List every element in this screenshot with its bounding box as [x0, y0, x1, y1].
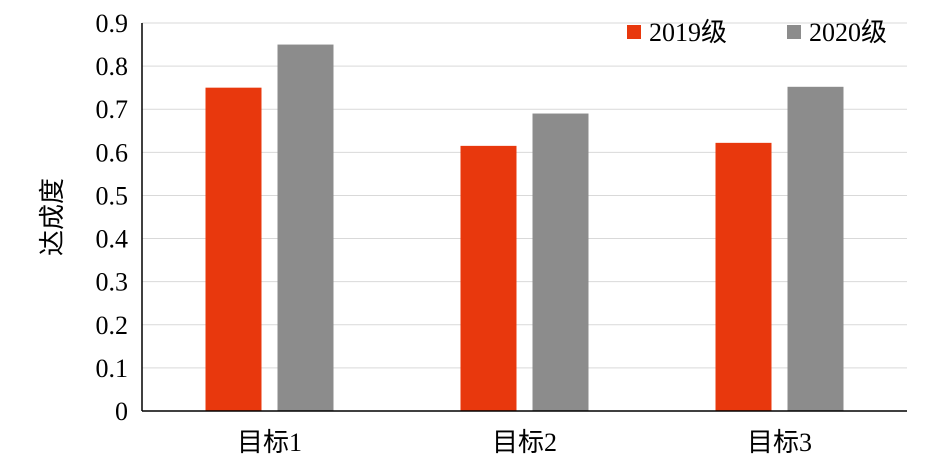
legend-swatch-1 [627, 25, 641, 39]
legend-label-1: 2019级 [649, 18, 727, 47]
axes [141, 23, 907, 412]
y-tick-label: 0.6 [96, 138, 129, 167]
x-category-label: 目标1 [237, 428, 302, 457]
x-category-label: 目标3 [747, 428, 812, 457]
legend: 2019级 2020级 [627, 18, 887, 47]
x-category-label: 目标2 [492, 428, 557, 457]
y-tick-label: 0.3 [96, 268, 129, 297]
y-tick-label: 0.4 [96, 225, 129, 254]
bar-2-1 [277, 44, 334, 412]
bar-2-2 [532, 113, 589, 412]
legend-label-2: 2020级 [809, 18, 887, 47]
y-tick-label: 0.1 [96, 354, 129, 383]
bar-1-1 [205, 87, 262, 412]
y-tick-label: 0.5 [96, 181, 129, 210]
y-tick-label: 0.9 [96, 9, 129, 38]
bar-1-3 [715, 142, 772, 412]
y-axis-title: 达成度 [38, 178, 67, 256]
y-tick-labels: 0 0.1 0.2 0.3 0.4 0.5 0.6 0.7 0.8 0.9 [96, 9, 129, 426]
y-tick-label: 0.7 [96, 95, 129, 124]
legend-swatch-2 [787, 25, 801, 39]
x-category-labels: 目标1 目标2 目标3 [237, 428, 812, 457]
y-tick-label: 0.8 [96, 52, 129, 81]
gridlines [142, 22, 907, 369]
bars [205, 44, 844, 412]
y-tick-label: 0 [115, 397, 128, 426]
bar-2-3 [787, 86, 844, 411]
y-tick-label: 0.2 [96, 311, 129, 340]
bar-1-2 [460, 145, 517, 411]
